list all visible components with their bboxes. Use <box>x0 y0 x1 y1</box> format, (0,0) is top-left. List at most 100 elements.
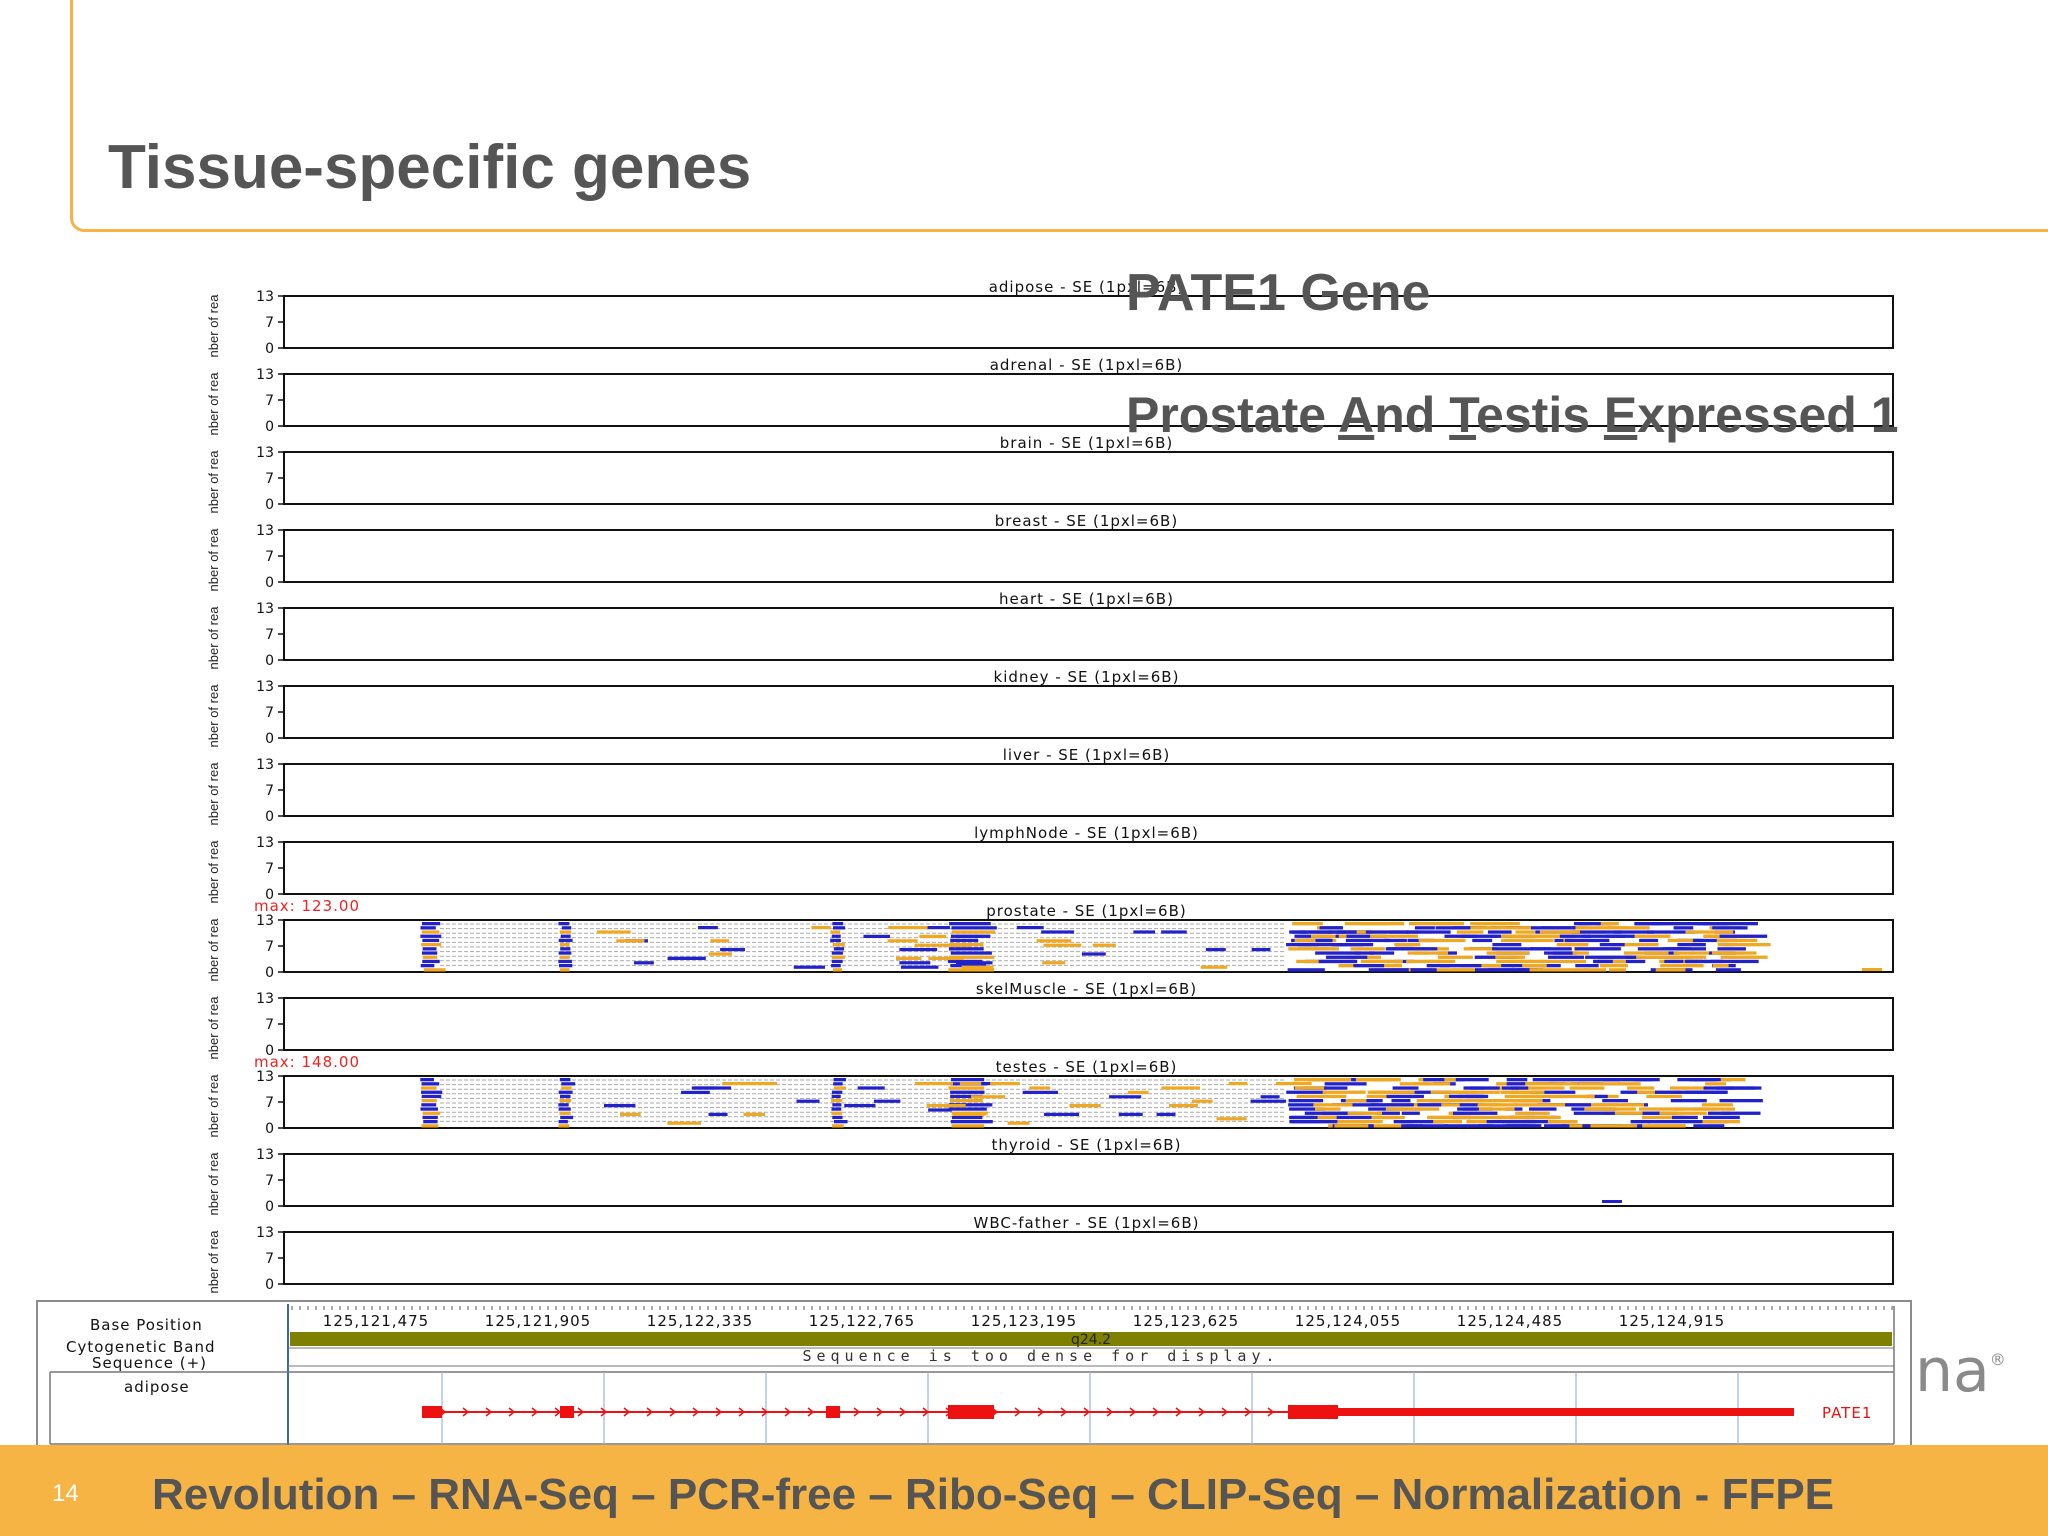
read <box>1717 947 1746 951</box>
read <box>1620 1090 1638 1094</box>
read <box>708 952 732 956</box>
read <box>1705 1082 1726 1086</box>
base-position-value: 125,122,765 <box>809 1312 915 1330</box>
read <box>1669 959 1699 964</box>
read <box>1664 959 1684 964</box>
read <box>1387 947 1438 951</box>
read <box>1041 930 1075 934</box>
strand-arrow <box>577 1407 585 1417</box>
read <box>1446 1099 1485 1103</box>
read <box>1569 1086 1605 1090</box>
read-pileup <box>420 922 1882 972</box>
read <box>833 1082 843 1086</box>
read <box>1672 1115 1698 1120</box>
read <box>931 943 969 947</box>
read <box>1461 934 1498 938</box>
sequence-label: Sequence (+) <box>92 1354 208 1372</box>
y-tick-label: 0 <box>265 965 274 981</box>
read <box>1600 922 1619 926</box>
read <box>422 959 440 964</box>
read <box>1318 959 1358 964</box>
logo-text: na <box>1915 1336 1990 1406</box>
read <box>558 1090 573 1094</box>
read <box>831 959 843 964</box>
read <box>1022 1090 1058 1094</box>
strand-arrow <box>669 1407 677 1417</box>
read <box>1477 1099 1522 1103</box>
y-axis-label: nber of rea <box>206 840 221 904</box>
read <box>1590 1124 1638 1128</box>
read <box>1659 1111 1684 1115</box>
track-frame <box>283 685 1894 739</box>
read <box>1357 1078 1401 1082</box>
y-tick-label: 7 <box>265 1017 274 1033</box>
read <box>1478 1103 1501 1107</box>
read <box>1668 1120 1709 1124</box>
read <box>1578 922 1611 926</box>
read <box>603 1104 636 1108</box>
read <box>421 1082 440 1086</box>
read <box>1617 1082 1641 1086</box>
read <box>1486 951 1530 955</box>
read <box>1322 1090 1366 1094</box>
y-axis-label: nber of rea <box>206 606 221 670</box>
read <box>1702 1115 1740 1120</box>
read <box>620 1112 641 1116</box>
read <box>558 951 572 955</box>
read <box>1719 1099 1763 1103</box>
read <box>1007 1121 1030 1125</box>
read <box>1630 1120 1650 1124</box>
read <box>420 934 442 938</box>
y-tick-label: 7 <box>265 861 274 877</box>
read <box>857 1086 885 1090</box>
read <box>1633 1078 1660 1082</box>
track-title: prostate - SE (1pxl=6B) <box>986 902 1186 920</box>
read <box>1439 922 1464 926</box>
track-title: kidney - SE (1pxl=6B) <box>994 668 1180 686</box>
read <box>1430 947 1449 951</box>
track-title: skelMuscle - SE (1pxl=6B) <box>976 980 1197 998</box>
read <box>558 922 570 926</box>
y-tick-label: 0 <box>265 419 274 435</box>
read <box>1044 1112 1080 1116</box>
header-frame <box>70 0 2048 232</box>
y-tick-label: 7 <box>265 471 274 487</box>
read <box>560 1115 574 1120</box>
read <box>1655 968 1686 972</box>
read <box>1288 1099 1324 1103</box>
read <box>1414 926 1435 930</box>
y-tick-label: 13 <box>256 991 274 1007</box>
read <box>951 930 996 934</box>
read <box>1472 938 1493 943</box>
read <box>833 947 845 951</box>
y-tick-label: 13 <box>256 913 274 929</box>
read <box>1571 930 1622 934</box>
read <box>559 955 570 959</box>
read <box>844 1104 876 1108</box>
read <box>1653 955 1691 959</box>
read <box>950 1090 985 1094</box>
read <box>1673 926 1694 930</box>
strand-arrow <box>1129 1407 1137 1417</box>
read <box>1599 943 1625 947</box>
read <box>1488 968 1527 972</box>
read <box>1418 938 1466 943</box>
strand-arrow <box>623 1407 631 1417</box>
read <box>1587 1094 1608 1099</box>
read <box>887 939 918 943</box>
base-position-value: 125,123,195 <box>971 1312 1077 1330</box>
read <box>1686 959 1707 964</box>
track-frame <box>283 997 1894 1051</box>
read <box>561 926 572 930</box>
read <box>698 926 718 930</box>
read <box>1641 1115 1685 1120</box>
read <box>558 938 573 943</box>
read <box>1623 951 1657 955</box>
read <box>1529 947 1572 951</box>
read <box>1670 1099 1707 1103</box>
strand-arrow <box>485 1407 493 1417</box>
read <box>1354 951 1374 955</box>
read <box>1350 947 1385 951</box>
read <box>422 1115 438 1120</box>
read <box>1344 930 1387 934</box>
